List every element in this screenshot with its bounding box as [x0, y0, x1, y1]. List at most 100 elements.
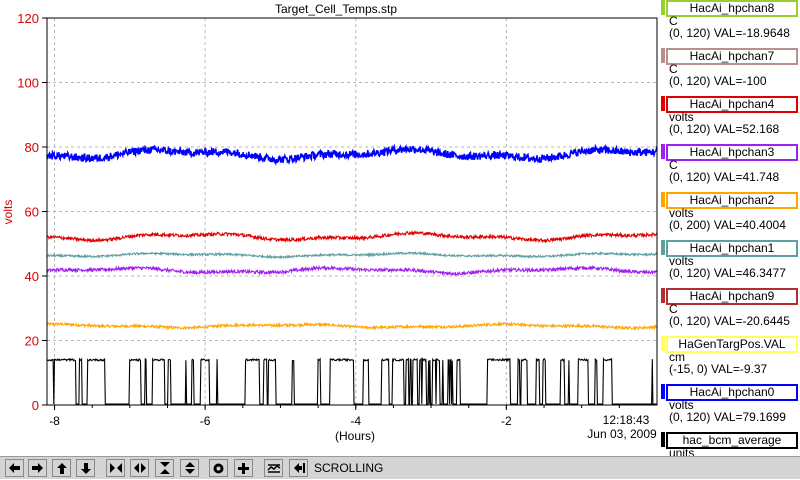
legend-range-value: (-15, 0) VAL=-9.37 — [669, 362, 767, 376]
legend-channel-name[interactable]: HacAi_hpchan2 — [666, 192, 798, 209]
x-tick-label: -2 — [501, 414, 512, 428]
legend-item[interactable]: HacAi_hpchan9 C (0, 120) VAL=-20.6445 — [661, 288, 800, 336]
legend-channel-name[interactable]: hac_bcm_average — [666, 432, 798, 449]
legend-channel-name[interactable]: HacAi_hpchan3 — [666, 144, 798, 161]
legend-item[interactable]: HacAi_hpchan7 C (0, 120) VAL=-100 — [661, 48, 800, 96]
arrow-right-icon — [32, 463, 43, 473]
strip-chart[interactable]: Target_Cell_Temps.stp volts 0 20 40 60 80 100… — [0, 0, 800, 456]
y-tick-label: 120 — [17, 11, 39, 26]
x-axis-label: (Hours) — [335, 429, 375, 443]
timestamp-date: Jun 03, 2009 — [587, 427, 657, 441]
legend-unit: C — [669, 158, 678, 172]
legend-channel-name[interactable]: HacAi_hpchan1 — [666, 240, 798, 257]
legend-unit: C — [669, 14, 678, 28]
legend-channel-name[interactable]: HacAi_hpchan0 — [666, 384, 798, 401]
x-axis-ticks: -8 -6 -4 -2 — [49, 405, 620, 428]
legend-color-swatch — [661, 96, 665, 111]
legend-current-value: VAL=79.1699 — [713, 410, 786, 424]
legend-current-value: VAL=41.748 — [713, 170, 780, 184]
zoom-out-horizontal-button[interactable] — [130, 459, 149, 477]
legend-item[interactable]: HacAi_hpchan0 volts (0, 120) VAL=79.1699 — [661, 384, 800, 432]
x-tick-label: -8 — [49, 414, 60, 428]
timestamp-time: 12:18:43 — [603, 413, 650, 427]
legend-item[interactable]: HacAi_hpchan3 C (0, 120) VAL=41.748 — [661, 144, 800, 192]
legend-channel-name[interactable]: HacAi_hpchan4 — [666, 96, 798, 113]
legend-unit: cm — [669, 350, 685, 364]
legend-item[interactable]: HacAi_hpchan8 C (0, 120) VAL=-18.9648 — [661, 0, 800, 48]
zoom-in-vertical-icon — [159, 462, 170, 474]
grid-lines — [47, 18, 657, 405]
scroll-mode-button[interactable] — [289, 459, 308, 477]
legend-range: (-15, 0) — [669, 362, 708, 376]
y-tick-label: 40 — [25, 269, 39, 284]
arrow-left-icon — [9, 463, 20, 473]
series-line-HacAi_hpchan3 — [46, 264, 658, 277]
zoom-out-horizontal-icon — [133, 463, 146, 473]
legend-color-swatch — [661, 288, 665, 303]
legend-unit: volts — [669, 110, 694, 124]
y-axis-ticks: 0 20 40 60 80 100 120 — [17, 11, 47, 413]
y-tick-label: 80 — [25, 140, 39, 155]
legend-range-value: (0, 120) VAL=46.3477 — [669, 266, 786, 280]
scroll-right-button[interactable] — [28, 459, 47, 477]
legend-current-value: VAL=46.3477 — [713, 266, 786, 280]
legend-unit: volts — [669, 206, 694, 220]
legend-range: (0, 200) — [669, 218, 711, 232]
legend-unit: C — [669, 302, 678, 316]
reset-icon — [213, 463, 224, 473]
legend-item[interactable]: HacAi_hpchan2 volts (0, 200) VAL=40.4004 — [661, 192, 800, 240]
legend-item[interactable]: HacAi_hpchan4 volts (0, 120) VAL=52.168 — [661, 96, 800, 144]
legend-color-swatch — [661, 384, 665, 399]
series-line-HacAi_hpchan4 — [46, 229, 658, 244]
toolbar: SCROLLING — [0, 456, 800, 479]
legend-range-value: (0, 200) VAL=40.4004 — [669, 218, 786, 232]
scroll-up-button[interactable] — [52, 459, 71, 477]
center-button[interactable] — [234, 459, 253, 477]
zoom-in-horizontal-icon — [109, 463, 122, 473]
y-tick-label: 20 — [25, 334, 39, 349]
arrow-down-icon — [80, 462, 91, 474]
reset-button[interactable] — [209, 459, 228, 477]
zoom-out-vertical-button[interactable] — [180, 459, 199, 477]
series-layer — [46, 143, 658, 405]
legend-range-value: (0, 120) VAL=41.748 — [669, 170, 779, 184]
zoom-in-vertical-button[interactable] — [155, 459, 174, 477]
legend-unit: volts — [669, 254, 694, 268]
legend-range: (0, 120) — [669, 170, 711, 184]
legend-color-swatch — [661, 144, 665, 159]
scroll-mode-icon — [293, 463, 305, 473]
legend-item[interactable]: HacAi_hpchan1 volts (0, 120) VAL=46.3477 — [661, 240, 800, 288]
legend-current-value: VAL=40.4004 — [713, 218, 786, 232]
legend-range-value: (0, 120) VAL=-20.6445 — [669, 314, 790, 328]
legend-color-swatch — [661, 240, 665, 255]
legend-unit: C — [669, 62, 678, 76]
center-icon — [238, 462, 249, 474]
legend-item[interactable]: HaGenTargPos.VAL cm (-15, 0) VAL=-9.37 — [661, 336, 800, 384]
legend-color-swatch — [661, 48, 665, 63]
scroll-left-button[interactable] — [5, 459, 24, 477]
legend-range-value: (0, 120) VAL=52.168 — [669, 122, 779, 136]
legend-range-value: (0, 120) VAL=-18.9648 — [669, 26, 790, 40]
legend-current-value: VAL=52.168 — [713, 122, 780, 136]
legend-channel-name[interactable]: HacAi_hpchan8 — [666, 0, 798, 17]
y-axis-label: volts — [1, 200, 15, 225]
series-line-hac_bcm_average — [46, 356, 657, 405]
legend-color-swatch — [661, 432, 665, 447]
legend-channel-name[interactable]: HacAi_hpchan9 — [666, 288, 798, 305]
legend-color-swatch — [661, 336, 665, 351]
legend-range: (0, 120) — [669, 314, 711, 328]
autoscale-button[interactable] — [264, 459, 283, 477]
zoom-in-horizontal-button[interactable] — [106, 459, 125, 477]
legend-channel-name[interactable]: HacAi_hpchan7 — [666, 48, 798, 65]
legend-current-value: VAL=-100 — [713, 74, 767, 88]
legend-current-value: VAL=-9.37 — [711, 362, 768, 376]
legend-channel-name[interactable]: HaGenTargPos.VAL — [666, 336, 798, 353]
legend-range: (0, 120) — [669, 26, 711, 40]
legend-range: (0, 120) — [669, 410, 711, 424]
legend-current-value: VAL=-18.9648 — [713, 26, 790, 40]
y-tick-label: 60 — [25, 205, 39, 220]
scroll-down-button[interactable] — [76, 459, 95, 477]
mode-label: SCROLLING — [314, 461, 384, 475]
series-line-HacAi_hpchan1 — [46, 251, 658, 260]
legend-range: (0, 120) — [669, 122, 711, 136]
